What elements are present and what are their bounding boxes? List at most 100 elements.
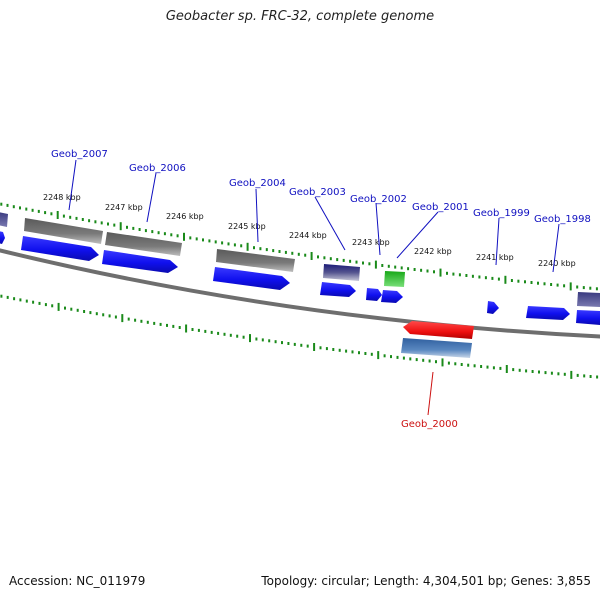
minor-tick xyxy=(306,344,309,348)
gene-arrow[interactable] xyxy=(487,301,499,314)
minor-tick xyxy=(32,300,35,304)
gene-label[interactable]: Geob_2006 xyxy=(129,163,186,174)
label-leaders xyxy=(68,159,560,273)
minor-tick xyxy=(253,246,255,250)
major-tick xyxy=(56,211,59,219)
minor-tick xyxy=(274,340,277,344)
minor-tick xyxy=(113,223,116,227)
minor-tick xyxy=(6,203,9,207)
minor-tick xyxy=(582,286,585,290)
major-tick xyxy=(505,365,508,373)
gene-arrow[interactable] xyxy=(21,236,99,261)
minor-tick xyxy=(210,330,213,334)
minor-tick xyxy=(236,334,239,338)
gene-label[interactable]: Geob_1999 xyxy=(473,208,530,219)
minor-tick xyxy=(415,358,418,362)
rna-feature[interactable] xyxy=(401,338,472,358)
minor-tick xyxy=(317,255,319,259)
minor-tick xyxy=(233,243,236,247)
minor-tick xyxy=(583,374,586,378)
minor-tick xyxy=(189,236,192,240)
gene-label[interactable]: Geob_2002 xyxy=(350,194,407,205)
minor-tick xyxy=(50,212,53,216)
minor-tick xyxy=(89,311,92,315)
minor-tick xyxy=(576,373,579,377)
rna-feature[interactable] xyxy=(577,292,600,307)
gene-label[interactable]: Geob_2004 xyxy=(229,178,286,189)
gene-label[interactable]: Geob_2003 xyxy=(289,187,346,198)
rna-feature[interactable] xyxy=(24,218,103,244)
gene-arrow[interactable] xyxy=(526,306,570,320)
minor-tick xyxy=(69,215,72,219)
minor-tick xyxy=(272,249,275,253)
rna-feature[interactable] xyxy=(216,249,295,272)
minor-tick xyxy=(217,331,220,335)
rna-feature[interactable] xyxy=(105,232,182,256)
gene-arrow[interactable] xyxy=(213,267,290,290)
minor-tick xyxy=(491,276,494,280)
minor-tick xyxy=(208,239,211,243)
minor-tick xyxy=(166,323,168,327)
minor-tick xyxy=(454,362,457,366)
gene-arrow[interactable] xyxy=(320,282,356,297)
minor-tick xyxy=(383,354,386,358)
gene-label[interactable]: Geob_2007 xyxy=(51,149,108,160)
major-tick xyxy=(377,351,380,360)
minor-tick xyxy=(157,231,160,235)
minor-tick xyxy=(409,357,412,361)
gene-arrow-reverse[interactable] xyxy=(403,321,474,339)
minor-tick xyxy=(100,221,103,225)
minor-tick xyxy=(191,328,194,331)
position-tick-label: 2243 kbp xyxy=(352,238,390,247)
minor-tick xyxy=(518,368,521,372)
minor-tick xyxy=(413,268,416,271)
gene-label[interactable]: Geob_2001 xyxy=(412,202,469,213)
position-tick-label: 2246 kbp xyxy=(166,212,204,221)
minor-tick xyxy=(556,283,559,287)
gene-arrow[interactable] xyxy=(576,310,600,325)
minor-tick xyxy=(473,364,476,368)
minor-tick xyxy=(478,275,481,279)
position-tick-label: 2242 kbp xyxy=(414,247,452,256)
minor-tick xyxy=(589,286,592,290)
minor-tick xyxy=(537,281,539,285)
major-tick xyxy=(504,275,507,284)
minor-tick xyxy=(25,207,28,211)
minor-tick xyxy=(195,237,198,241)
minor-tick xyxy=(132,226,135,230)
gene-arrow[interactable] xyxy=(102,250,178,273)
minor-tick xyxy=(364,352,367,355)
minor-tick xyxy=(13,297,16,301)
minor-tick xyxy=(284,250,287,254)
major-tick xyxy=(121,314,124,323)
minor-tick xyxy=(221,241,224,245)
minor-tick xyxy=(159,322,162,326)
minor-tick xyxy=(114,315,117,319)
minor-tick xyxy=(407,267,410,271)
minor-tick xyxy=(358,351,360,355)
major-tick xyxy=(185,324,188,333)
gene-arrow[interactable] xyxy=(366,288,382,301)
minor-tick xyxy=(492,366,495,370)
major-tick xyxy=(119,222,122,231)
minor-tick xyxy=(6,295,9,299)
minor-tick xyxy=(368,262,371,266)
minor-tick xyxy=(563,284,566,288)
minor-tick xyxy=(394,265,397,269)
minor-tick xyxy=(300,343,303,347)
minor-tick xyxy=(25,299,28,303)
minor-tick xyxy=(484,276,487,280)
rna-feature[interactable] xyxy=(323,264,360,281)
gene-label[interactable]: Geob_1998 xyxy=(534,214,591,225)
map-title: Geobacter sp. FRC-32, complete genome xyxy=(165,9,435,24)
genome-backbone xyxy=(0,248,600,339)
minor-tick xyxy=(342,258,345,262)
gene-arrow[interactable] xyxy=(381,290,403,303)
gene-arrow[interactable] xyxy=(0,231,5,244)
minor-tick xyxy=(543,282,546,286)
minor-tick xyxy=(510,279,513,282)
gene-label[interactable]: Geob_2000 xyxy=(401,419,458,430)
minor-tick xyxy=(387,264,390,268)
rna-feature[interactable] xyxy=(0,212,8,227)
rna-feature[interactable] xyxy=(384,271,405,287)
